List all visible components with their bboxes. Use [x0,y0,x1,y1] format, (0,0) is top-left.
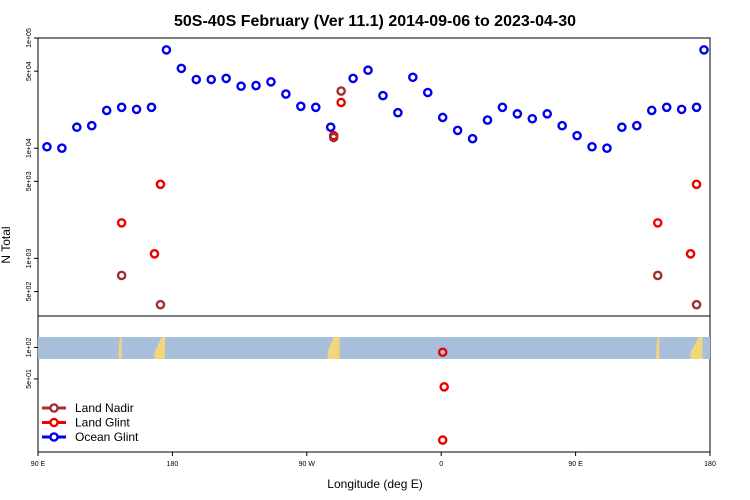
lower-plot-frame [37,315,711,453]
ocean-glint-point [296,101,306,112]
legend-marker-land-glint [49,417,59,428]
ocean-glint-point [602,143,612,153]
x-tick-label: 0 [439,461,443,468]
ocean-glint-point [116,102,127,113]
legend-label-ocean-glint: Ocean Glint [75,430,139,444]
ocean-glint-point [378,90,388,101]
ocean-glint-point [527,113,538,124]
ocean-glint-point [393,107,403,118]
legend-marker-ocean-glint [49,432,59,442]
ocean-glint-point [467,133,478,144]
ocean-glint-point [72,122,82,133]
ocean-glint-point [57,143,67,153]
land-segment [154,337,165,359]
land-glint-point [685,249,696,259]
ocean-glint-point [497,102,508,113]
land-glint-point [149,249,160,259]
x-tick-label: 180 [167,461,179,468]
legend-label-land-nadir: Land Nadir [75,401,134,415]
land-nadir-point [155,299,166,310]
y-tick-label: 5e+03 [26,171,33,191]
land-nadir-point [652,270,663,281]
ocean-glint-point [699,45,709,55]
map-strip [38,337,710,359]
ocean-glint-point [86,120,97,131]
ocean-glint-point [42,141,52,152]
ocean-glint-point [206,74,217,85]
land-glint-point [691,179,702,190]
x-tick-label: 90 E [568,461,583,468]
ocean-glint-point [266,77,276,87]
ocean-glint-point [691,102,702,113]
ocean-glint-point [646,105,657,116]
land-nadir-point [336,86,346,96]
upper-plot-frame [37,37,711,317]
land-glint-point [439,382,449,392]
legend-label-land-glint: Land Glint [75,416,130,430]
ocean-glint-point [587,141,597,152]
chart-title: 50S-40S February (Ver 11.1) 2014-09-06 t… [174,13,576,30]
land-glint-point [155,179,166,190]
ocean-glint-point [452,125,463,136]
land-glint-point [116,218,127,228]
ocean-glint-point [251,80,261,91]
ocean-glint-point [542,109,553,119]
land-glint-point [336,97,346,108]
ocean-glint-point [363,65,373,76]
y-tick-label: 5e+04 [26,61,33,81]
land-nadir-point [328,132,339,143]
ocean-glint-point [146,102,157,113]
ocean-glint-point [437,112,448,123]
y-tick-label: 1e+04 [26,138,33,158]
ocean-glint-point [131,104,142,115]
y-axis-title: N Total [0,226,13,263]
ocean-glint-point [661,102,672,113]
ocean-glint-point [676,104,687,115]
x-tick-label: 90 W [299,461,316,468]
land-segment [327,337,340,359]
ocean-glint-point [325,122,336,133]
land-nadir-point [691,299,702,310]
ocean-glint-point [310,102,321,113]
land-glint-point [652,218,663,228]
land-nadir-point [116,270,127,281]
ocean-glint-point [408,72,418,83]
land-glint-point [437,347,448,358]
land-glint-point [437,435,448,445]
land-segment [656,337,660,359]
ocean-strip [38,337,710,359]
ocean-glint-point [281,89,291,99]
x-axis: 90 E 180 90 W 0 90 E 180 [31,452,716,468]
land-segment [690,337,703,359]
y-tick-label: 5e+02 [26,282,33,302]
ocean-glint-point [482,115,493,125]
y-tick-label: 1e+02 [26,338,33,358]
ocean-glint-point [176,63,187,74]
legend-marker-land-nadir [49,403,59,413]
y-tick-label: 5e+01 [26,369,33,389]
x-tick-label: 180 [704,461,716,468]
ocean-glint-point [161,45,172,55]
data-points [42,45,709,445]
ocean-glint-point [348,73,358,84]
ocean-glint-point [632,120,642,131]
y-axis: 1e+05 5e+04 1e+04 5e+03 1e+03 5e+02 1e+02 5e+01 [26,28,38,389]
ocean-glint-point [557,120,567,131]
ocean-glint-point [572,130,582,141]
y-tick-label: 1e+05 [26,28,33,48]
x-tick-label: 90 E [31,461,46,468]
land-segment [118,337,122,359]
y-tick-label: 1e+03 [26,248,33,268]
ocean-glint-point [422,87,433,98]
ocean-glint-point [191,74,202,85]
ocean-glint-point [617,122,627,133]
x-axis-title: Longitude (deg E) [327,477,422,491]
ocean-glint-point [512,109,523,119]
ocean-glint-point [101,105,112,116]
ocean-glint-point [221,73,231,84]
ocean-glint-point [236,81,246,92]
